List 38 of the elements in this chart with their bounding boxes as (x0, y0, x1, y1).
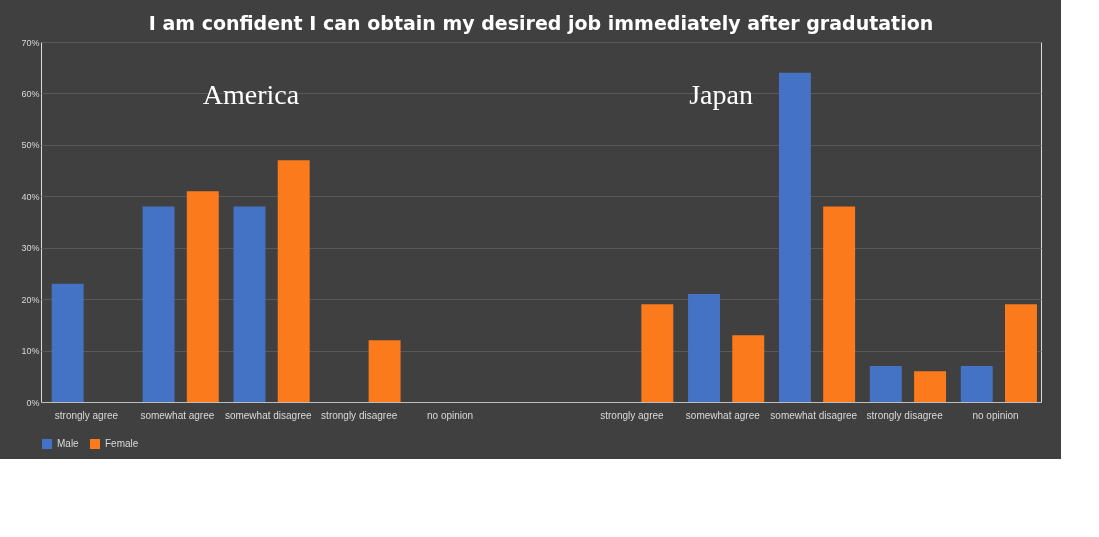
bar (51, 283, 84, 402)
annotation: Japan (689, 79, 753, 110)
bar (142, 206, 175, 402)
y-tick-label: 30% (21, 243, 40, 254)
bar (186, 191, 219, 402)
y-tick-label: 50% (21, 140, 40, 151)
annotation: America (202, 79, 300, 110)
chart-title: I am confident I can obtain my desired job immediately after gradutation (148, 12, 934, 34)
y-tick-label: 20% (21, 294, 40, 305)
x-tick-label: somewhat agree (140, 409, 215, 421)
bar (778, 72, 811, 402)
legend-label: Male (57, 438, 80, 449)
bar (869, 366, 902, 402)
bar (1005, 304, 1037, 402)
bar (277, 160, 310, 402)
x-tick-label: strongly disagree (321, 409, 398, 421)
x-tick-label: somewhat disagree (770, 409, 858, 421)
bar (732, 335, 765, 402)
x-tick-label: strongly agree (54, 409, 119, 421)
bar (688, 294, 720, 402)
bar (233, 206, 266, 402)
y-tick-label: 40% (21, 191, 40, 202)
y-tick-label: 10% (21, 346, 40, 357)
x-tick-label: no opinion (972, 409, 1019, 421)
legend-label: Female (105, 438, 139, 449)
bar (960, 366, 993, 402)
bar (641, 304, 674, 402)
bar (823, 206, 856, 402)
x-tick-label: no opinion (427, 409, 474, 421)
y-tick-label: 60% (21, 88, 40, 99)
x-tick-label: somewhat agree (685, 409, 761, 421)
x-tick-label: somewhat disagree (224, 409, 313, 421)
y-tick-label: 0% (26, 397, 40, 408)
bar (368, 340, 401, 402)
x-tick-label: strongly agree (600, 409, 665, 421)
y-tick-label: 70% (21, 37, 40, 48)
x-tick-label: strongly disagree (866, 409, 944, 421)
bar (914, 371, 947, 402)
